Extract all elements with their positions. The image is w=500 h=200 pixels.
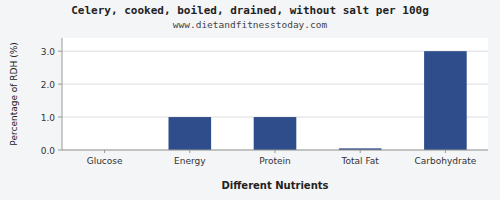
y-tick [58,117,62,118]
title: Celery, cooked, boiled, drained, without… [71,4,429,17]
y-tick-label: 3.0 [41,47,56,57]
y-axis-line [62,38,63,150]
x-tick-label: Total Fat [341,156,380,166]
y-tick-label: 2.0 [41,80,56,90]
x-tick-label: Energy [174,156,206,166]
bars [169,51,467,150]
chart: Celery, cooked, boiled, drained, without… [0,0,500,200]
bar [424,51,467,150]
background [0,0,500,200]
grid-line [62,150,488,151]
bar [254,117,297,150]
x-tick-label: Carbohydrate [415,156,477,166]
x-axis-line [62,150,488,151]
y-tick [58,150,62,151]
subtitle: www.dietandfitnesstoday.com [173,19,328,30]
y-axis-label: Percentage of RDH (%) [9,42,19,145]
plot-area [62,38,488,150]
x-tick-label: Glucose [87,156,123,166]
bar [169,117,212,150]
x-tick-label: Protein [259,156,291,166]
x-axis-label: Different Nutrients [222,180,329,191]
y-tick-label: 1.0 [41,113,56,123]
y-tick [58,84,62,85]
y-tick [58,51,62,52]
y-tick-label: 0.0 [41,146,56,156]
